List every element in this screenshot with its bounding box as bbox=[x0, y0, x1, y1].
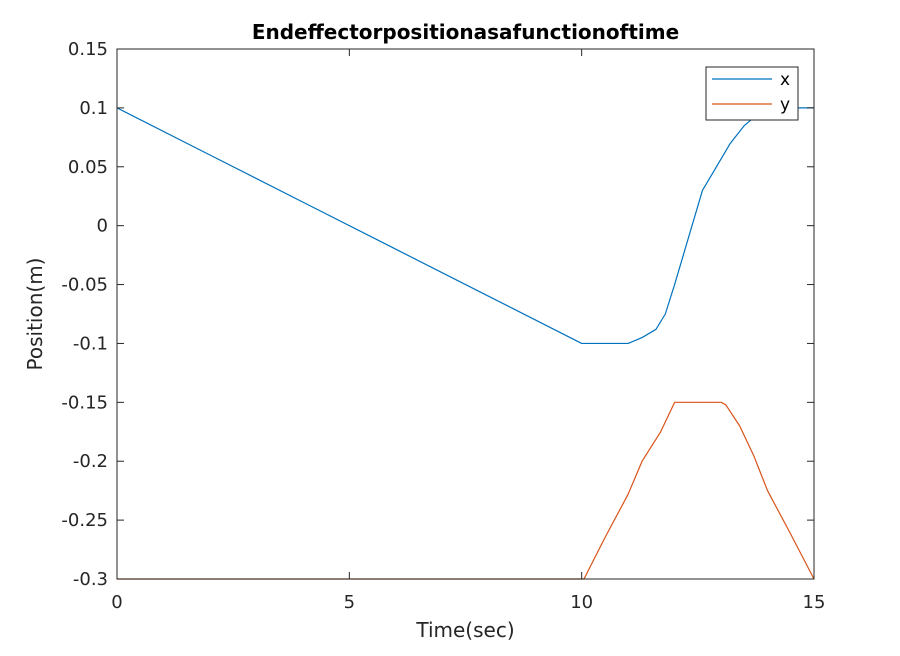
y-tick-label: 0 bbox=[97, 216, 108, 237]
ticks-layer: 0 5 10 15 0.15 0.1 0.05 0 -0.05 -0.1 -0.15 -0.2 -0.2… bbox=[61, 39, 825, 613]
y-tick-label: 0.05 bbox=[68, 157, 108, 178]
legend-label-y: y bbox=[780, 95, 790, 115]
legend-box bbox=[705, 66, 799, 121]
x-tick-label: 5 bbox=[344, 592, 355, 613]
y-tick-label: 0.1 bbox=[79, 98, 108, 119]
axes-box bbox=[116, 48, 815, 580]
y-tick-label: -0.3 bbox=[73, 569, 108, 590]
legend-label-x: x bbox=[780, 70, 790, 90]
y-tick-label: -0.15 bbox=[61, 392, 108, 413]
y-tick-label: 0.15 bbox=[68, 39, 108, 60]
x-tick-label: 0 bbox=[111, 592, 122, 613]
y-axis-label: Position(m) bbox=[23, 258, 47, 371]
x-tick-label: 10 bbox=[570, 592, 593, 613]
y-tick-label: -0.05 bbox=[61, 275, 108, 296]
chart-title: Endeffectorpositionasafunctionoftime bbox=[252, 20, 679, 44]
y-tick-label: -0.2 bbox=[73, 451, 108, 472]
y-tick-label: -0.25 bbox=[61, 510, 108, 531]
x-axis-label: Time(sec) bbox=[415, 618, 514, 642]
y-tick-label: -0.1 bbox=[73, 333, 108, 354]
x-tick-label: 15 bbox=[803, 592, 826, 613]
plot-area bbox=[117, 49, 814, 579]
legend: xy bbox=[705, 66, 799, 121]
